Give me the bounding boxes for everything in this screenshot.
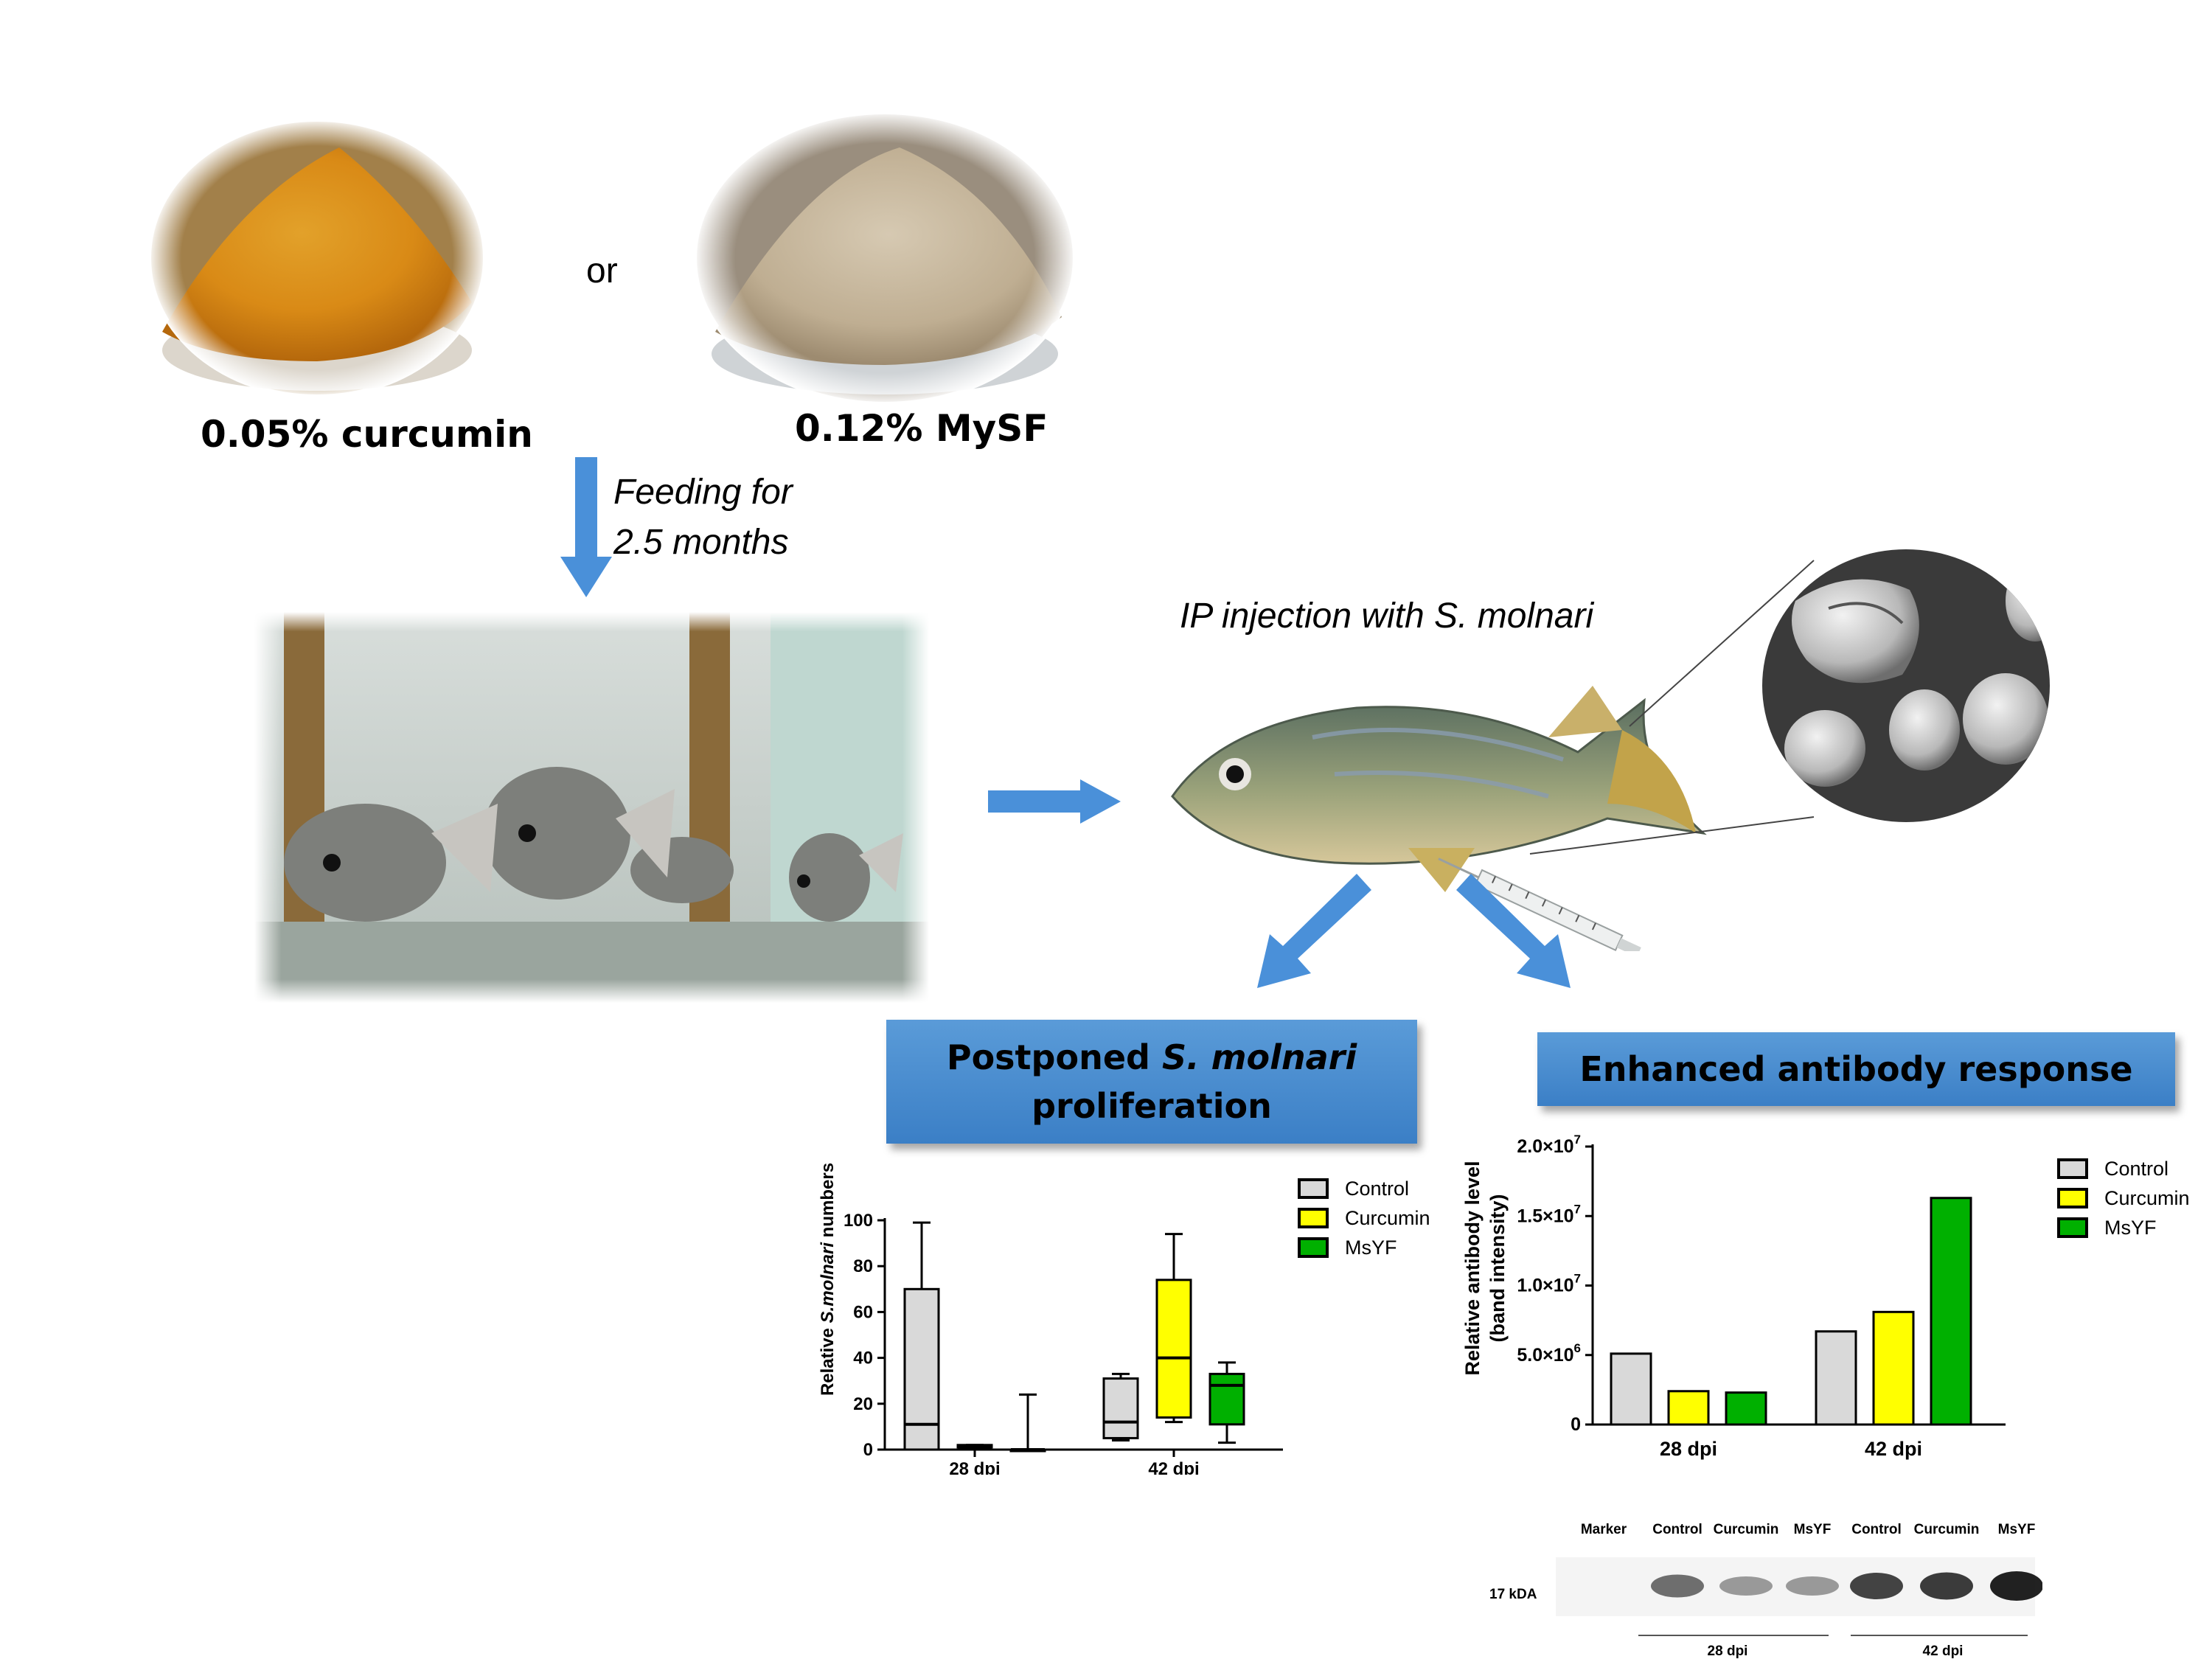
- box-y-tick-label: 0: [863, 1440, 873, 1460]
- ip-injection-text: IP injection with S. molnari: [1180, 597, 1594, 636]
- legend-swatch-msyf: [2057, 1217, 2088, 1238]
- bar-x-category-label: 28 dpi: [1660, 1438, 1717, 1460]
- down-left-arrow-icon: [1257, 874, 1371, 988]
- blot-band: [1920, 1572, 1973, 1600]
- box-left-line1a: Postponed: [946, 1037, 1162, 1077]
- western-blot: Marker Control Curcumin MsYF Control Curcumin…: [1489, 1522, 2042, 1659]
- box-y-tick-label: 20: [853, 1394, 873, 1414]
- legend-item-control: Control: [1298, 1174, 1430, 1203]
- legend-swatch-control: [1298, 1178, 1329, 1199]
- bar-y-tick-label: 1.0×107: [1517, 1272, 1581, 1296]
- box-left-line2: proliferation: [1032, 1086, 1272, 1126]
- bar-chart: 0 5.0×106 1.0×107 1.5×107 2.0×107 28 dpi 42 dp…: [1461, 1133, 2006, 1460]
- blot-band: [1651, 1574, 1704, 1598]
- legend-item-curcumin: Curcumin: [1298, 1203, 1430, 1233]
- bar-chart-ylabel-line1: Relative antibody level: [1461, 1161, 1484, 1375]
- bar-y-tick-label: 1.5×107: [1517, 1202, 1581, 1226]
- box-left-line1b: S. molnari: [1161, 1037, 1357, 1077]
- box-y-tick-label: 100: [844, 1211, 873, 1231]
- blot-group-28: 28 dpi: [1708, 1644, 1748, 1659]
- mysf-powder-image: [693, 111, 1077, 406]
- legend-item-curcumin: Curcumin: [2057, 1183, 2190, 1213]
- box-y-tick-label: 80: [853, 1256, 873, 1276]
- blot-lane-label: Curcumin: [1914, 1522, 1980, 1537]
- feeding-line1: Feeding for: [613, 473, 793, 512]
- curcumin-powder-image: [147, 118, 487, 398]
- fish-tank-image: [254, 612, 929, 1003]
- feeding-line2: 2.5 months: [613, 523, 789, 562]
- box-mark: [1102, 1372, 1139, 1442]
- blot-lane-label: Marker: [1581, 1522, 1627, 1537]
- legend-item-msyf: MsYF: [2057, 1213, 2190, 1242]
- box-body: [1155, 1279, 1192, 1419]
- bar-mark: [1667, 1390, 1710, 1426]
- box-chart-ylabel: Relative S.molnari numbers: [818, 1163, 838, 1396]
- box-body: [903, 1287, 940, 1451]
- bar-y-tick-label: 2.0×107: [1517, 1133, 1581, 1157]
- box-right-text: Enhanced antibody response: [1579, 1049, 2133, 1089]
- legend-swatch-curcumin: [1298, 1208, 1329, 1228]
- blot-lane-label: Control: [1652, 1522, 1703, 1537]
- box-mark: [1009, 1393, 1046, 1453]
- antibody-response-box: Enhanced antibody response: [1537, 1032, 2175, 1106]
- sem-micrograph-image: [1762, 549, 2050, 822]
- blot-group-42: 42 dpi: [1923, 1644, 1964, 1659]
- legend-swatch-control: [2057, 1158, 2088, 1179]
- injected-fish-image: [1171, 686, 1707, 951]
- bar-chart-legend: Control Curcumin MsYF: [2057, 1154, 2190, 1242]
- bar-y-tick-label: 5.0×106: [1517, 1341, 1581, 1366]
- blot-band: [1719, 1576, 1773, 1596]
- blot-band: [1990, 1571, 2042, 1601]
- bar-mark: [1930, 1197, 1972, 1426]
- box-plot-chart: 0 20 40 60 80 100 28 dpi 42 dpi Relative S.moln…: [818, 1163, 1283, 1475]
- box-mark: [956, 1444, 993, 1451]
- bar-y-tick-label: 0: [1571, 1414, 1581, 1435]
- bar-x-category-label: 42 dpi: [1865, 1438, 1922, 1460]
- postponed-proliferation-box: Postponed S. molnari proliferation: [886, 1020, 1417, 1144]
- bar-chart-ylabel-line2: (band intensity): [1486, 1194, 1509, 1343]
- bar-mark: [1872, 1310, 1915, 1426]
- box-mark: [903, 1221, 940, 1451]
- blot-lane-label: Curcumin: [1714, 1522, 1779, 1537]
- box-y-tick-label: 60: [853, 1302, 873, 1322]
- legend-item-control: Control: [2057, 1154, 2190, 1183]
- box-mark: [1208, 1361, 1245, 1444]
- blot-band: [1850, 1573, 1903, 1599]
- legend-item-msyf: MsYF: [1298, 1233, 1430, 1262]
- legend-swatch-msyf: [1298, 1237, 1329, 1258]
- down-arrow-icon: [560, 457, 612, 597]
- right-arrow-icon: [988, 779, 1121, 824]
- down-right-arrow-icon: [1456, 874, 1571, 988]
- bar-mark: [1725, 1391, 1767, 1426]
- blot-lane-label: Control: [1851, 1522, 1902, 1537]
- box-chart-legend: Control Curcumin MsYF: [1298, 1174, 1430, 1262]
- box-mark: [1155, 1233, 1192, 1424]
- box-x-category-label: 42 dpi: [1148, 1459, 1199, 1475]
- or-text: or: [586, 251, 618, 291]
- blot-lane-label: MsYF: [1998, 1522, 2036, 1537]
- legend-swatch-curcumin: [2057, 1188, 2088, 1208]
- blot-size-label: 17 kDA: [1489, 1587, 1537, 1602]
- box-body: [1102, 1377, 1139, 1439]
- blot-lane-label: MsYF: [1794, 1522, 1832, 1537]
- box-y-tick-label: 40: [853, 1349, 873, 1368]
- bar-mark: [1610, 1352, 1652, 1426]
- mysf-label: 0.12% MySF: [795, 407, 1048, 450]
- blot-band: [1786, 1576, 1839, 1596]
- box-x-category-label: 28 dpi: [949, 1459, 1000, 1475]
- curcumin-label: 0.05% curcumin: [201, 413, 533, 456]
- box-body: [1208, 1372, 1245, 1426]
- bar-mark: [1815, 1330, 1857, 1426]
